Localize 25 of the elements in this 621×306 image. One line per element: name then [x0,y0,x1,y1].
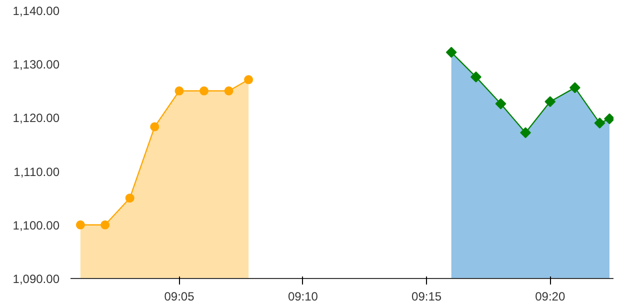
point [150,122,160,132]
y-tick-label: 1,130.00 [12,58,60,72]
point [125,194,134,203]
x-tick-label: 09:20 [535,290,566,304]
point [244,75,254,84]
y-tick-label: 1,110.00 [14,164,60,179]
y-tick-label: 1,090.00 [12,272,60,286]
point [470,72,482,82]
point [544,96,556,108]
point [569,82,580,94]
point [76,220,85,230]
y-tick-label: 1,100.00 [12,218,60,232]
x-tick-label: 09:15 [412,290,442,304]
y-tick-label: 1,120.00 [12,111,60,126]
x-tick-label: 09:05 [164,290,195,304]
y-tick-label: 1,140.00 [12,4,60,18]
point [446,46,457,58]
point [594,118,606,129]
point [520,127,531,138]
point [495,98,506,110]
point [224,86,234,96]
x-tick-label: 09:10 [288,290,318,304]
point [100,220,110,230]
point [200,86,209,96]
point [174,86,184,96]
